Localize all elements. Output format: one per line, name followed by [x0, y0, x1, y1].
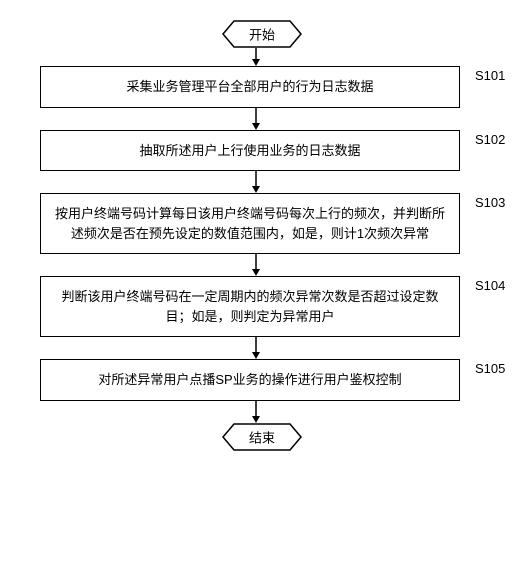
end-label: 结束: [249, 427, 275, 446]
step-row-s105: 对所述异常用户点播SP业务的操作进行用户鉴权控制 S105: [20, 359, 504, 401]
step-label-s102: S102: [475, 132, 505, 147]
step-box-s101: 采集业务管理平台全部用户的行为日志数据: [40, 66, 460, 108]
step-box-s104: 判断该用户终端号码在一定周期内的频次异常次数是否超过设定数目；如是，则判定为异常…: [40, 276, 460, 337]
arrow: [20, 171, 504, 193]
step-row-s104: 判断该用户终端号码在一定周期内的频次异常次数是否超过设定数目；如是，则判定为异常…: [20, 276, 504, 337]
start-label: 开始: [249, 25, 275, 44]
end-terminator: 结束: [222, 423, 302, 451]
arrow: [20, 254, 504, 276]
step-label-s105: S105: [475, 361, 505, 376]
start-terminator: 开始: [222, 20, 302, 48]
step-label-s104: S104: [475, 278, 505, 293]
step-box-s103: 按用户终端号码计算每日该用户终端号码每次上行的频次，并判断所述频次是否在预先设定…: [40, 193, 460, 254]
step-label-s103: S103: [475, 195, 505, 210]
arrow: [20, 337, 504, 359]
step-row-s101: 采集业务管理平台全部用户的行为日志数据 S101: [20, 66, 504, 108]
arrow: [20, 108, 504, 130]
arrow: [20, 48, 504, 66]
step-row-s102: 抽取所述用户上行使用业务的日志数据 S102: [20, 130, 504, 172]
step-row-s103: 按用户终端号码计算每日该用户终端号码每次上行的频次，并判断所述频次是否在预先设定…: [20, 193, 504, 254]
step-label-s101: S101: [475, 68, 505, 83]
arrow: [20, 401, 504, 423]
step-box-s105: 对所述异常用户点播SP业务的操作进行用户鉴权控制: [40, 359, 460, 401]
step-box-s102: 抽取所述用户上行使用业务的日志数据: [40, 130, 460, 172]
